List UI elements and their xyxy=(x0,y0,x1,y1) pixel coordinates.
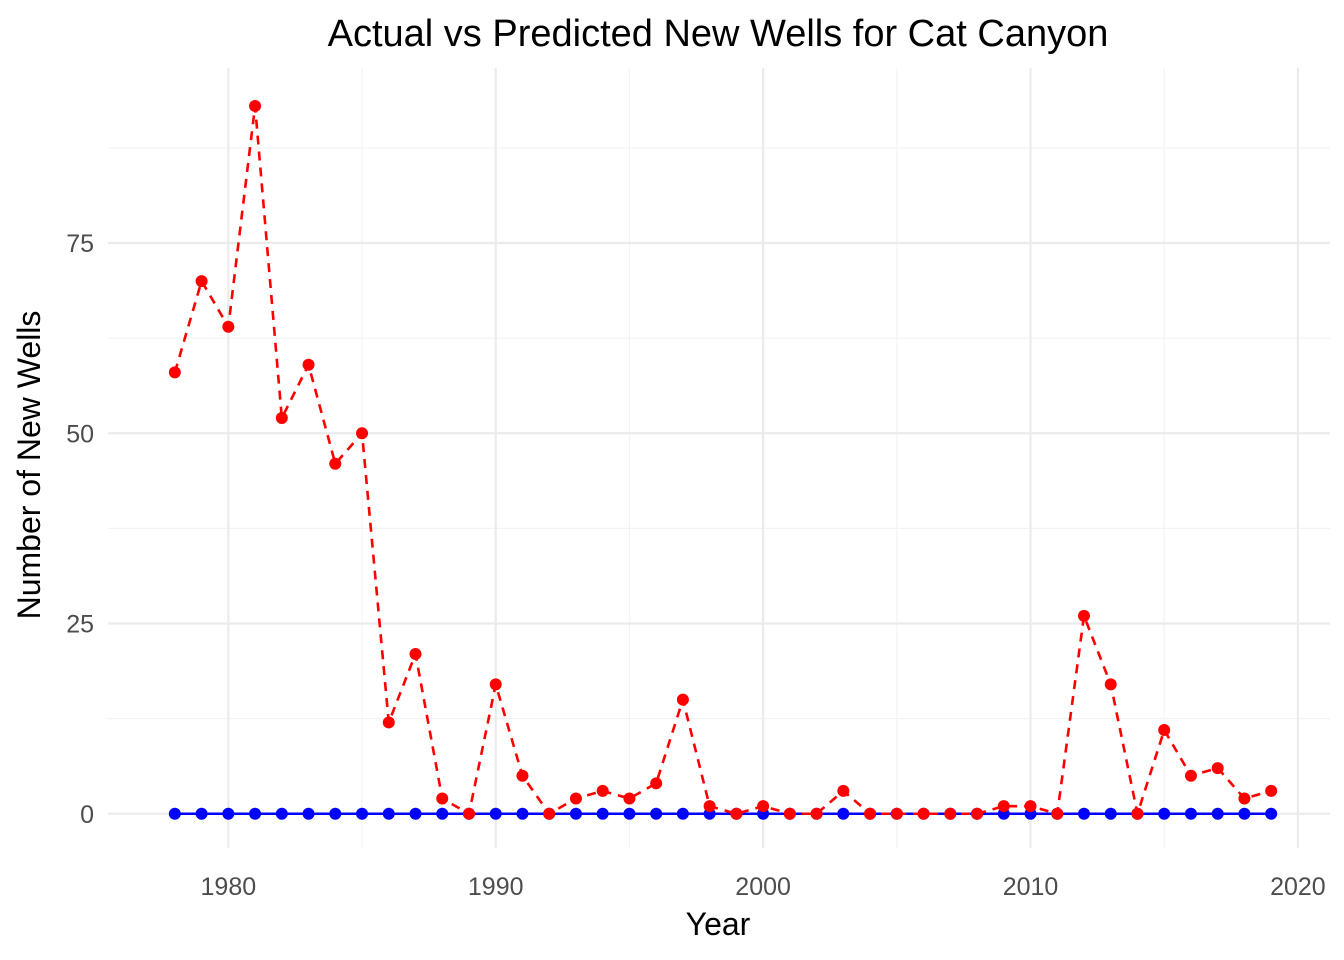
series-1-point xyxy=(543,807,556,820)
series-1-point xyxy=(1077,609,1090,622)
x-tick-label: 1990 xyxy=(468,873,524,901)
series-1-point xyxy=(971,807,984,820)
series-1-point xyxy=(302,358,315,371)
series-1-point xyxy=(195,275,208,288)
series-1-point xyxy=(944,807,957,820)
series-1-point xyxy=(757,800,770,813)
series-0-point xyxy=(1184,807,1197,820)
y-tick-label: 75 xyxy=(66,230,94,258)
series-0-point xyxy=(436,807,449,820)
series-1-point xyxy=(516,769,529,782)
y-axis-title: Number of New Wells xyxy=(11,311,47,620)
series-1-point xyxy=(1158,724,1171,737)
series-1-point xyxy=(730,807,743,820)
series-1-point xyxy=(1265,784,1278,797)
series-1-point xyxy=(810,807,823,820)
series-1-point xyxy=(382,716,395,729)
x-tick-label: 2020 xyxy=(1270,873,1326,901)
series-1-point xyxy=(623,792,636,805)
series-1-point xyxy=(890,807,903,820)
series-0-point xyxy=(409,807,422,820)
series-1-point xyxy=(1184,769,1197,782)
series-0-point xyxy=(168,807,181,820)
series-1-point xyxy=(1104,678,1117,691)
series-0-point xyxy=(195,807,208,820)
series-1-point xyxy=(676,693,689,706)
series-1-point xyxy=(596,784,609,797)
series-0-point xyxy=(382,807,395,820)
plot-grid xyxy=(108,68,1330,848)
series-1-point xyxy=(703,800,716,813)
y-tick-label: 50 xyxy=(66,420,94,448)
series-0-point xyxy=(623,807,636,820)
axis-ticks: 1980 1990 2000 2010 2020 0 25 50 75 xyxy=(66,230,1326,901)
series-1-point xyxy=(1131,807,1144,820)
series-1-point xyxy=(1238,792,1251,805)
series-0-point xyxy=(1265,807,1278,820)
series-0-point xyxy=(650,807,663,820)
x-tick-label: 2000 xyxy=(735,873,791,901)
series-1-point xyxy=(275,412,288,425)
series-0-point xyxy=(837,807,850,820)
series-1-point xyxy=(1051,807,1064,820)
series-1-point xyxy=(569,792,582,805)
series-1-point xyxy=(837,784,850,797)
y-tick-label: 25 xyxy=(66,611,94,639)
series-1-point xyxy=(783,807,796,820)
series-0-point xyxy=(302,807,315,820)
series-1-point xyxy=(997,800,1010,813)
y-tick-label: 0 xyxy=(80,801,94,829)
series-1-point xyxy=(222,320,235,333)
x-tick-label: 1980 xyxy=(201,873,257,901)
plot-series xyxy=(168,100,1278,820)
series-1-point xyxy=(249,100,262,113)
series-0-point xyxy=(222,807,235,820)
series-0-point xyxy=(249,807,262,820)
x-axis-title: Year xyxy=(686,906,751,942)
series-0-point xyxy=(275,807,288,820)
series-0-point xyxy=(596,807,609,820)
series-1-point xyxy=(1024,800,1037,813)
series-1-point xyxy=(356,427,369,440)
series-1-point xyxy=(489,678,502,691)
series-1-point xyxy=(650,777,663,790)
series-1-point xyxy=(864,807,877,820)
series-0-point xyxy=(569,807,582,820)
series-0-point xyxy=(516,807,529,820)
series-1-point xyxy=(917,807,930,820)
series-0-point xyxy=(1077,807,1090,820)
series-1-point xyxy=(329,457,342,470)
series-0-point xyxy=(1238,807,1251,820)
series-1-point xyxy=(168,366,181,379)
series-0-point xyxy=(1104,807,1117,820)
series-1-point xyxy=(436,792,449,805)
series-0-point xyxy=(329,807,342,820)
series-1-point xyxy=(462,807,475,820)
series-0-point xyxy=(1211,807,1224,820)
series-1-point xyxy=(1211,762,1224,775)
series-1-line xyxy=(173,104,1272,816)
series-0-point xyxy=(489,807,502,820)
series-1-point xyxy=(409,647,422,660)
series-0-point xyxy=(1158,807,1171,820)
series-0-point xyxy=(356,807,369,820)
x-tick-label: 2010 xyxy=(1003,873,1059,901)
chart-title: Actual vs Predicted New Wells for Cat Ca… xyxy=(328,13,1109,55)
series-0-point xyxy=(676,807,689,820)
